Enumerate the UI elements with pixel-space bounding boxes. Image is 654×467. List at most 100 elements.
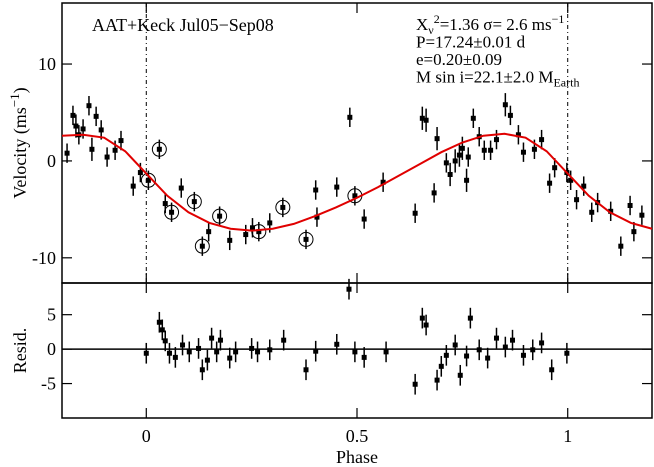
highlight-circle: [140, 172, 156, 188]
data-point: [166, 350, 172, 356]
data-point: [118, 138, 124, 144]
data-point: [313, 348, 319, 354]
data-point: [204, 357, 210, 363]
data-point: [380, 179, 386, 185]
data-point: [452, 158, 458, 164]
data-point: [507, 112, 513, 118]
data-point: [470, 115, 476, 121]
data-point: [217, 337, 223, 343]
data-point: [627, 202, 633, 208]
data-point: [104, 154, 110, 160]
y-tick-label: -10: [32, 248, 56, 268]
data-point: [464, 353, 470, 359]
data-point: [346, 286, 352, 292]
text-part: −1: [7, 93, 22, 107]
data-point: [452, 342, 458, 348]
data-point: [515, 132, 521, 138]
data-point: [447, 171, 453, 177]
data-point: [456, 152, 462, 158]
highlight-circle: [151, 141, 167, 157]
data-point: [256, 229, 262, 235]
data-point: [564, 350, 570, 356]
data-point: [493, 137, 499, 143]
data-point: [412, 210, 418, 216]
data-point: [639, 212, 645, 218]
data-point: [172, 354, 178, 360]
data-point: [581, 183, 587, 189]
data-point: [465, 154, 471, 160]
data-point: [159, 327, 165, 333]
rich-text: Resid.: [10, 328, 30, 374]
data-point: [631, 229, 637, 235]
text-part: Velocity (ms: [10, 107, 31, 199]
data-point: [530, 347, 536, 353]
data-point: [156, 319, 162, 325]
data-point: [178, 185, 184, 191]
y-tick-label: 0: [47, 339, 56, 359]
data-point: [438, 363, 444, 369]
y-tick-label: 0: [47, 151, 56, 171]
data-point: [485, 355, 491, 361]
data-point: [568, 177, 574, 183]
data-point: [589, 209, 595, 215]
rich-text: Velocity (ms−1): [7, 87, 31, 198]
data-point: [243, 232, 249, 238]
data-point: [352, 193, 358, 199]
data-point: [347, 114, 353, 120]
data-point: [547, 180, 553, 186]
data-point: [476, 347, 482, 353]
text-part: 2: [434, 12, 440, 26]
data-point: [443, 160, 449, 166]
data-point: [70, 112, 76, 118]
data-point: [143, 350, 149, 356]
data-point: [64, 150, 70, 156]
data-point: [502, 344, 508, 350]
data-point: [531, 146, 537, 152]
data-point: [412, 381, 418, 387]
data-point: [314, 214, 320, 220]
data-point: [552, 165, 558, 171]
data-point: [199, 243, 205, 249]
data-point: [93, 113, 99, 119]
text-part: ): [10, 87, 31, 93]
data-point: [539, 137, 545, 143]
highlight-circle: [164, 204, 180, 220]
data-point: [493, 335, 499, 341]
data-point: [434, 136, 440, 142]
data-point: [86, 103, 92, 109]
data-point: [510, 337, 516, 343]
data-point: [89, 146, 95, 152]
data-point: [419, 115, 425, 121]
text-part: M sin i=22.1±2.0 M: [416, 68, 553, 87]
data-point: [267, 220, 273, 226]
data-point: [255, 349, 261, 355]
data-point: [443, 352, 449, 358]
highlight-circle: [275, 199, 291, 215]
data-point: [361, 354, 367, 360]
data-point: [334, 341, 340, 347]
data-point: [574, 197, 580, 203]
data-point: [383, 349, 389, 355]
x-axis-label: Phase: [336, 447, 378, 467]
data-point: [431, 190, 437, 196]
data-point: [457, 372, 463, 378]
x-tick-label: 1: [563, 426, 572, 446]
text-part: P=17.24±0.01 d: [416, 33, 526, 52]
data-point: [162, 338, 168, 344]
data-point: [233, 349, 239, 355]
highlight-circle: [212, 208, 228, 224]
data-point: [423, 117, 429, 123]
data-point: [419, 315, 425, 321]
data-point: [303, 236, 309, 242]
y-tick-label: 10: [38, 54, 56, 74]
highlight-circle: [194, 238, 210, 254]
text-part: e=0.20±0.09: [416, 50, 502, 69]
data-point: [352, 349, 358, 355]
data-point: [608, 208, 614, 214]
data-point: [334, 184, 340, 190]
data-point: [313, 187, 319, 193]
text-part: ν: [428, 23, 434, 37]
data-point: [145, 177, 151, 183]
data-point: [80, 126, 86, 132]
